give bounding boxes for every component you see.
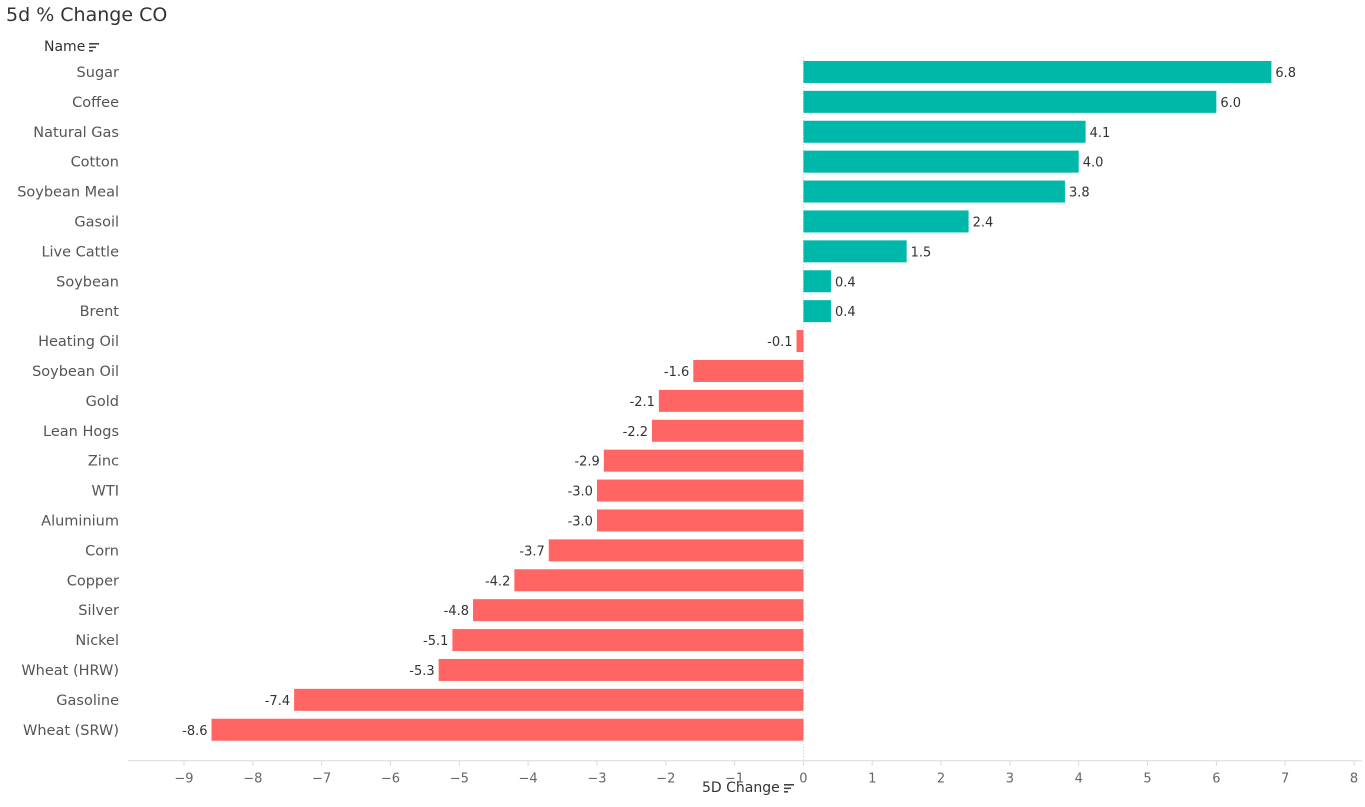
x-tick-label: −1 xyxy=(725,772,744,787)
bar-aluminium[interactable] xyxy=(596,509,804,532)
category-label: Soybean Oil xyxy=(32,364,119,380)
x-tick-label: −3 xyxy=(587,772,606,787)
bar-sugar[interactable] xyxy=(803,60,1272,83)
x-tick-label: −7 xyxy=(312,772,331,787)
bar-soybean-oil[interactable] xyxy=(693,359,804,382)
bar-wti[interactable] xyxy=(596,479,804,502)
bar-soybean[interactable] xyxy=(803,270,831,293)
bar-coffee[interactable] xyxy=(803,90,1217,113)
category-label: Gasoil xyxy=(74,214,119,230)
category-label: Silver xyxy=(78,603,119,619)
bar-nickel[interactable] xyxy=(452,629,804,652)
x-tick-label: −2 xyxy=(656,772,675,787)
value-label: -4.8 xyxy=(444,604,469,619)
category-label: Live Cattle xyxy=(41,244,119,260)
category-label: Gold xyxy=(86,394,119,410)
bar-zinc[interactable] xyxy=(603,449,804,472)
value-label: -3.0 xyxy=(568,514,593,529)
row-header[interactable]: Name xyxy=(44,39,100,55)
category-label: Gasoline xyxy=(56,693,119,709)
value-label: -0.1 xyxy=(767,335,792,350)
x-tick-label: 6 xyxy=(1212,772,1220,787)
value-label: -3.0 xyxy=(568,485,593,500)
bar-wheat-srw-[interactable] xyxy=(211,718,804,741)
x-tick-label: 0 xyxy=(799,772,807,787)
bar-gasoline[interactable] xyxy=(294,688,804,711)
category-label: Coffee xyxy=(72,95,119,111)
value-label: 0.4 xyxy=(835,305,856,320)
category-label: WTI xyxy=(92,484,119,500)
value-label: -2.1 xyxy=(630,395,655,410)
category-label: Zinc xyxy=(88,454,119,470)
bar-silver[interactable] xyxy=(473,599,804,622)
category-label: Soybean xyxy=(56,274,119,290)
x-axis-title[interactable]: 5D Change xyxy=(702,780,795,796)
bar-natural-gas[interactable] xyxy=(803,120,1086,143)
bar-gasoil[interactable] xyxy=(803,210,969,233)
x-tick-label: −9 xyxy=(174,772,193,787)
value-label: -3.7 xyxy=(519,544,544,559)
bar-gold[interactable] xyxy=(658,389,804,412)
x-tick-label: −5 xyxy=(450,772,469,787)
value-label: -5.1 xyxy=(423,634,448,649)
chart-title: 5d % Change CO xyxy=(6,4,168,26)
category-label: Corn xyxy=(85,543,119,559)
value-label: 3.8 xyxy=(1069,186,1090,201)
x-axis-title-label: 5D Change xyxy=(702,780,780,796)
sort-icon[interactable] xyxy=(89,42,100,52)
category-label: Wheat (HRW) xyxy=(21,663,119,679)
value-label: -1.6 xyxy=(664,365,689,380)
value-label: 6.0 xyxy=(1220,96,1241,111)
bar-brent[interactable] xyxy=(803,300,831,323)
x-tick-label: −4 xyxy=(519,772,538,787)
x-tick-label: 3 xyxy=(1006,772,1014,787)
value-label: 4.0 xyxy=(1083,156,1104,171)
x-tick-label: 1 xyxy=(868,772,876,787)
bar-live-cattle[interactable] xyxy=(803,240,907,263)
value-label: 1.5 xyxy=(911,245,932,260)
bar-corn[interactable] xyxy=(548,539,804,562)
value-label: 6.8 xyxy=(1275,66,1296,81)
category-label: Aluminium xyxy=(41,513,119,529)
category-label: Soybean Meal xyxy=(17,185,119,201)
value-label: -2.9 xyxy=(574,455,599,470)
value-label: -7.4 xyxy=(265,694,290,709)
bar-cotton[interactable] xyxy=(803,150,1079,173)
x-tick-label: −6 xyxy=(381,772,400,787)
bar-wheat-hrw-[interactable] xyxy=(438,658,804,681)
category-label: Natural Gas xyxy=(33,125,119,141)
category-label: Cotton xyxy=(71,155,119,171)
x-tick-label: 7 xyxy=(1281,772,1289,787)
category-label: Brent xyxy=(80,304,120,320)
value-label: -2.2 xyxy=(623,425,648,440)
value-label: -5.3 xyxy=(409,664,434,679)
bar-copper[interactable] xyxy=(514,569,804,592)
x-tick-label: 5 xyxy=(1143,772,1151,787)
value-label: -4.2 xyxy=(485,574,510,589)
x-tick-label: 8 xyxy=(1350,772,1358,787)
value-label: 4.1 xyxy=(1090,126,1111,141)
category-label: Nickel xyxy=(75,633,119,649)
category-label: Heating Oil xyxy=(38,334,119,350)
x-tick-label: 2 xyxy=(937,772,945,787)
value-label: -8.6 xyxy=(182,724,207,739)
row-header-label: Name xyxy=(44,39,86,55)
category-label: Lean Hogs xyxy=(43,424,119,440)
category-label: Sugar xyxy=(77,65,119,81)
value-label: 0.4 xyxy=(835,275,856,290)
category-label: Copper xyxy=(67,573,119,589)
x-tick-label: 4 xyxy=(1075,772,1083,787)
value-label: 2.4 xyxy=(973,215,994,230)
bar-soybean-meal[interactable] xyxy=(803,180,1065,203)
bar-lean-hogs[interactable] xyxy=(652,419,804,442)
x-tick-label: −8 xyxy=(243,772,262,787)
bar-heating-oil[interactable] xyxy=(796,330,804,353)
category-label: Wheat (SRW) xyxy=(23,723,119,739)
sort-icon[interactable] xyxy=(783,783,795,793)
